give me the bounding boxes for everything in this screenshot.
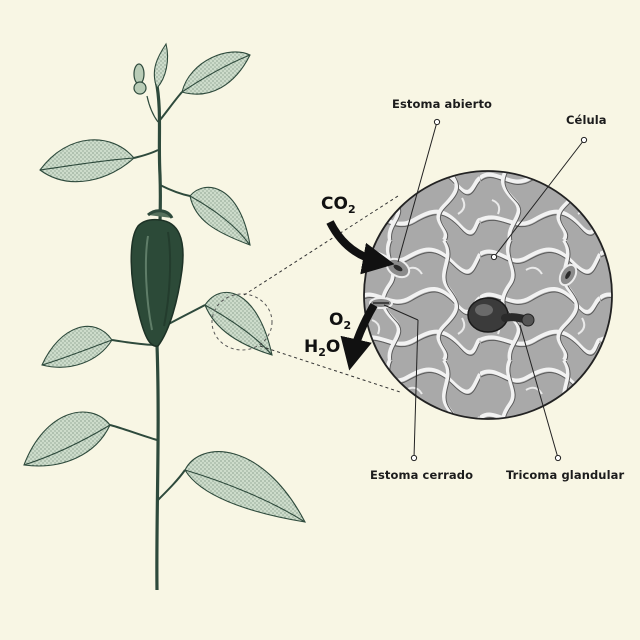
- leaf: [23, 411, 111, 467]
- magnified-region: [211, 293, 273, 351]
- leaf: [41, 339, 113, 366]
- leaves: [23, 42, 307, 523]
- leaf: [181, 51, 251, 95]
- o2-h2o-arrow: [340, 302, 378, 371]
- pepper-fruit: [130, 209, 184, 347]
- leaf: [39, 157, 135, 171]
- h2o-label: H2O: [304, 337, 341, 359]
- glandular-trichome: [467, 297, 535, 333]
- projection-lines: [243, 195, 401, 393]
- leaf: [204, 304, 273, 356]
- leaf: [181, 54, 251, 93]
- leaf: [204, 291, 273, 356]
- leaf: [153, 42, 169, 90]
- label-glandular-trichome: Tricoma glandular: [506, 468, 625, 482]
- label-open-stoma: Estoma abierto: [392, 97, 493, 111]
- leader-lines: [383, 121, 585, 459]
- leaf: [189, 195, 251, 246]
- label-cell: Célula: [566, 113, 607, 127]
- stoma: [558, 263, 578, 287]
- microscope-view: [363, 170, 613, 420]
- leaf: [184, 469, 306, 523]
- o2-label: O2: [329, 310, 352, 332]
- leaf: [39, 139, 135, 183]
- co2-arrow: [326, 220, 395, 275]
- flower-buds: [133, 63, 159, 123]
- leader-dots: [410, 118, 588, 462]
- closed-stoma: [369, 297, 393, 309]
- gas-arrows: [326, 220, 395, 371]
- co2-label: CO2: [321, 194, 356, 216]
- leaf: [23, 424, 111, 466]
- label-closed-stoma: Estoma cerrado: [370, 468, 474, 482]
